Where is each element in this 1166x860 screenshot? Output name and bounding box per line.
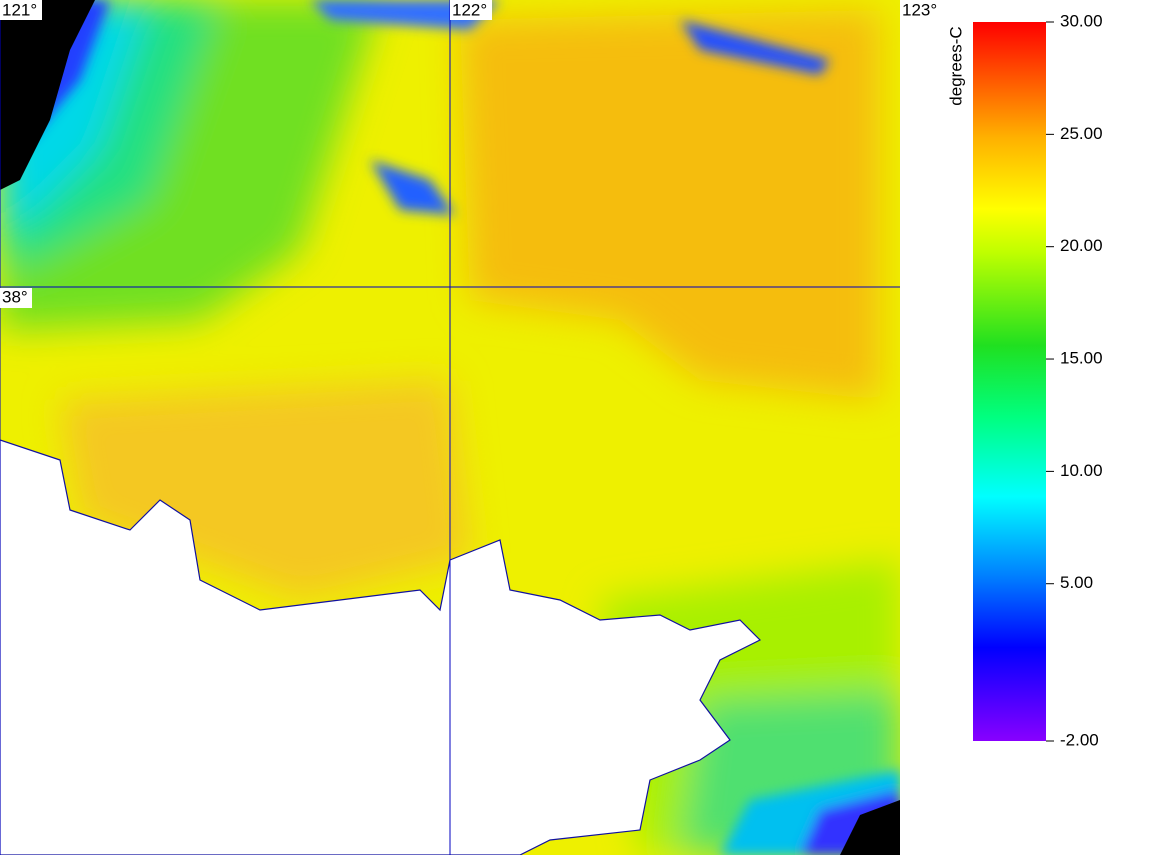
colorbar-tick-label: 5.00 — [1060, 573, 1093, 592]
colorbar-tick-label: 25.00 — [1060, 124, 1103, 143]
colorbar-tick-label: 15.00 — [1060, 349, 1103, 368]
colorbar-tick-label: 30.00 — [1060, 11, 1103, 30]
latitude-label: 38° — [2, 287, 28, 306]
colorbar-tick-label: 20.00 — [1060, 236, 1103, 255]
label-bg — [0, 288, 32, 308]
longitude-label: 123° — [902, 0, 937, 19]
longitude-label: 122° — [452, 0, 487, 19]
colorbar-tick-label: -2.00 — [1060, 730, 1099, 749]
longitude-label: 121° — [2, 0, 37, 19]
label-bg — [0, 0, 42, 20]
colorbar — [973, 22, 1046, 741]
colorbar-label: degrees-C — [946, 26, 965, 105]
colorbar-tick-label: 10.00 — [1060, 461, 1103, 480]
label-bg — [450, 0, 492, 20]
